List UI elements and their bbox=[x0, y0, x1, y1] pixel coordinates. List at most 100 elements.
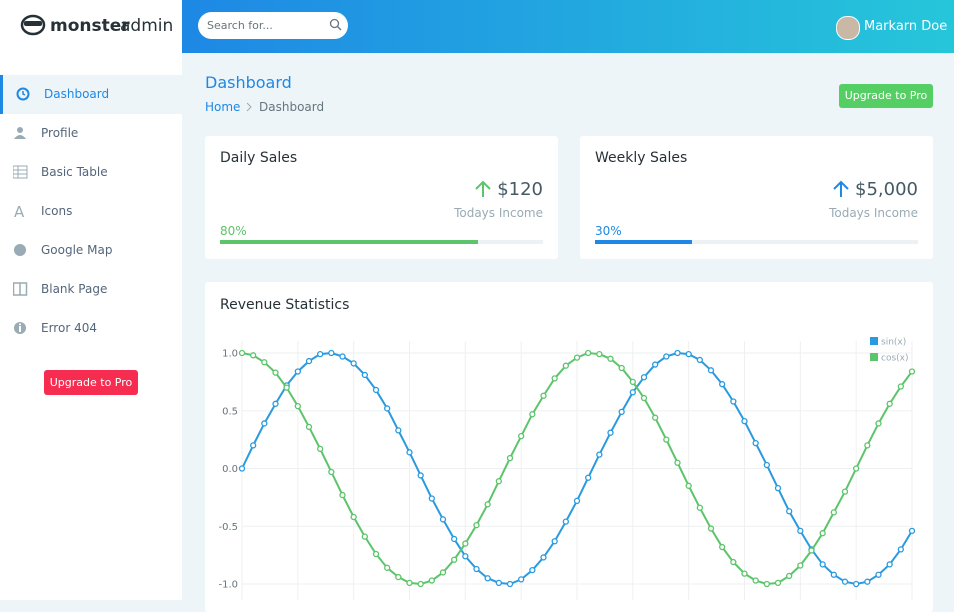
menu-item[interactable]: Dashboard bbox=[0, 75, 182, 114]
point bbox=[797, 527, 804, 535]
point bbox=[562, 518, 569, 525]
menu-item[interactable]: Basic Table bbox=[0, 153, 182, 192]
point bbox=[484, 501, 491, 508]
point bbox=[875, 571, 882, 578]
point bbox=[238, 349, 246, 357]
point bbox=[384, 405, 391, 412]
y-tick-label: 0.0 bbox=[222, 464, 238, 475]
logo[interactable]: monster admin bbox=[20, 14, 173, 40]
point bbox=[719, 543, 726, 551]
point bbox=[395, 427, 402, 434]
legend-swatch bbox=[870, 353, 878, 361]
point bbox=[428, 577, 435, 584]
point bbox=[853, 465, 860, 472]
card-title: Weekly Sales bbox=[595, 150, 688, 166]
menu-item[interactable]: Profile bbox=[0, 114, 182, 153]
menu-icon bbox=[14, 322, 26, 334]
point bbox=[283, 384, 290, 391]
point bbox=[853, 580, 860, 588]
stat-card: Weekly Sales $5,000 Todays Income 30% bbox=[580, 136, 933, 259]
point bbox=[897, 546, 904, 553]
stat-card: Daily Sales $120 Todays Income 80% bbox=[205, 136, 558, 259]
menu-item[interactable]: Error 404 bbox=[0, 309, 182, 348]
point bbox=[864, 442, 871, 449]
menu-label: Google Map bbox=[41, 243, 113, 257]
menu-item[interactable]: Blank Page bbox=[0, 270, 182, 309]
chart-title: Revenue Statistics bbox=[220, 297, 350, 313]
point bbox=[908, 527, 916, 535]
point bbox=[238, 465, 246, 472]
point bbox=[629, 378, 636, 386]
point bbox=[294, 368, 301, 375]
point bbox=[674, 349, 681, 357]
point bbox=[875, 420, 882, 427]
menu-label: Icons bbox=[41, 204, 73, 218]
point bbox=[640, 374, 648, 381]
point bbox=[674, 459, 681, 466]
point bbox=[752, 439, 759, 447]
point bbox=[763, 580, 770, 588]
point bbox=[250, 352, 257, 359]
point bbox=[372, 386, 380, 394]
menu-icon bbox=[13, 165, 28, 179]
menu-label: Error 404 bbox=[41, 321, 97, 335]
search-box[interactable]: Search for... bbox=[198, 12, 348, 39]
point bbox=[864, 578, 871, 585]
upgrade-button[interactable]: Upgrade to Pro bbox=[44, 370, 138, 395]
card-caption: Todays Income bbox=[454, 206, 543, 220]
revenue-card: Revenue Statistics -1.0 -0.5 0.0 0.5 1.0 sin(… bbox=[205, 282, 933, 612]
point bbox=[317, 445, 324, 453]
menu-item[interactable]: A Icons bbox=[0, 192, 182, 231]
point bbox=[618, 408, 625, 416]
legend-label: cos(x) bbox=[881, 354, 909, 364]
point bbox=[808, 547, 815, 554]
point bbox=[752, 577, 759, 584]
point bbox=[886, 400, 893, 407]
point bbox=[774, 579, 782, 586]
avatar[interactable] bbox=[836, 16, 860, 40]
point bbox=[361, 371, 368, 379]
point bbox=[350, 513, 357, 521]
point bbox=[439, 516, 447, 523]
point bbox=[305, 423, 313, 431]
point bbox=[317, 351, 324, 358]
progress-track bbox=[220, 240, 543, 244]
point bbox=[328, 349, 335, 357]
menu-item[interactable]: Google Map bbox=[0, 231, 182, 270]
point bbox=[562, 362, 569, 369]
breadcrumb-home[interactable]: Home bbox=[205, 100, 241, 114]
point bbox=[830, 571, 837, 578]
point bbox=[830, 509, 837, 516]
legend-label: sin(x) bbox=[881, 338, 906, 348]
point bbox=[384, 564, 391, 571]
point bbox=[573, 354, 581, 361]
point bbox=[261, 359, 268, 366]
upgrade-button[interactable]: Upgrade to Pro bbox=[839, 84, 933, 108]
point bbox=[640, 394, 648, 402]
user-name[interactable]: Markarn Doe bbox=[864, 19, 948, 34]
point bbox=[573, 497, 581, 504]
card-amount: $120 bbox=[497, 179, 543, 200]
logo-light: admin bbox=[120, 16, 174, 36]
point bbox=[841, 488, 849, 495]
progress-bar bbox=[595, 240, 692, 244]
point bbox=[585, 349, 592, 357]
point bbox=[250, 442, 257, 449]
point bbox=[361, 533, 368, 540]
point bbox=[339, 491, 346, 499]
point bbox=[272, 369, 279, 376]
chart: -1.0 -0.5 0.0 0.5 1.0 sin(x) cos(x) bbox=[218, 337, 916, 600]
point bbox=[495, 579, 502, 586]
sidebar: monster admin Dashboard Profile Basic Tabl… bbox=[0, 0, 182, 600]
point bbox=[741, 570, 748, 577]
progress-label: 80% bbox=[220, 224, 247, 238]
point bbox=[819, 561, 826, 568]
point bbox=[774, 484, 782, 492]
menu-icon bbox=[13, 282, 28, 296]
point bbox=[663, 436, 670, 443]
point bbox=[730, 558, 737, 566]
point bbox=[607, 355, 614, 362]
menu-icon bbox=[14, 244, 26, 256]
point bbox=[696, 504, 703, 511]
card-amount: $5,000 bbox=[855, 179, 918, 200]
